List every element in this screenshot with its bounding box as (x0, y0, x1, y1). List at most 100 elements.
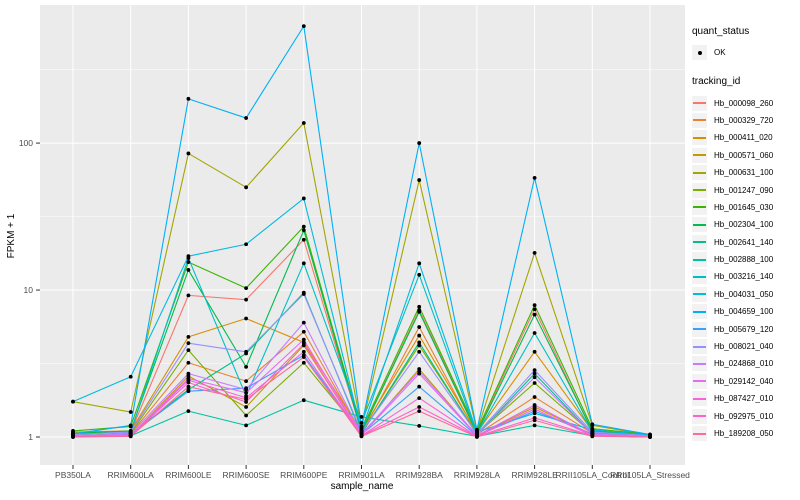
legend-item-Hb_092975_010: Hb_092975_010 (692, 407, 798, 424)
legend-item-label: Hb_004659_100 (714, 307, 774, 317)
ok-point-icon (697, 50, 702, 55)
data-point (532, 381, 537, 385)
data-point (71, 399, 75, 404)
data-point (301, 237, 306, 242)
x-axis-title: sample_name (331, 481, 394, 492)
legend-item-label: Hb_000631_100 (714, 168, 774, 178)
legend-color-line (693, 397, 706, 400)
data-point (417, 333, 422, 338)
legend-key-box (692, 130, 707, 146)
legend-key-box (692, 217, 707, 233)
data-point (186, 360, 191, 365)
data-point (532, 312, 537, 317)
legend-item-label: Hb_004031_050 (714, 289, 774, 299)
data-point (186, 254, 191, 259)
legend-item-label: Hb_002304_100 (714, 220, 774, 230)
x-tick-label: RRIM928BA (396, 470, 444, 480)
data-point (244, 185, 249, 190)
legend-item-Hb_005679_120: Hb_005679_120 (692, 320, 798, 337)
data-point (417, 396, 422, 400)
data-point (186, 384, 191, 389)
plot-panel (40, 5, 685, 465)
legend-color-line (693, 275, 706, 278)
legend-item-label: Hb_000098_260 (714, 98, 774, 108)
data-point (244, 116, 249, 120)
data-point (532, 368, 537, 373)
legend-item-Hb_029142_040: Hb_029142_040 (692, 373, 798, 390)
data-point (301, 320, 306, 325)
data-point (71, 435, 75, 439)
data-point (301, 342, 306, 346)
data-point (301, 228, 306, 233)
legend-key-box (692, 373, 707, 389)
legend-item-Hb_004031_050: Hb_004031_050 (692, 286, 798, 303)
data-point (532, 407, 537, 411)
legend-color-line (693, 189, 706, 192)
data-point (532, 349, 537, 354)
data-point (648, 435, 652, 439)
data-point (532, 250, 537, 255)
data-point (590, 434, 595, 439)
data-point (417, 371, 422, 376)
data-point (532, 175, 537, 180)
data-point (244, 349, 249, 354)
data-point (475, 435, 479, 439)
data-point (475, 427, 479, 432)
data-point (417, 304, 422, 309)
legend-color-line (693, 154, 706, 157)
legend-key-box (692, 269, 707, 285)
data-point (532, 423, 537, 428)
legend-item-label: Hb_002641_140 (714, 237, 774, 247)
data-point (417, 405, 422, 409)
data-point (244, 397, 249, 402)
legend-color-line (693, 380, 706, 383)
legend-key-box (692, 321, 707, 337)
legend-color-line (693, 258, 706, 261)
legend-item-label: Hb_002888_100 (714, 255, 774, 265)
data-point (301, 261, 306, 266)
data-point (186, 151, 191, 156)
legend-item-Hb_002641_140: Hb_002641_140 (692, 234, 798, 251)
data-point (301, 398, 306, 403)
legend-item-label: Hb_087427_010 (714, 394, 774, 404)
data-points (71, 24, 652, 439)
data-point (301, 360, 306, 365)
legend-color-line (693, 171, 706, 174)
data-point (532, 307, 537, 312)
data-point (244, 297, 249, 302)
legend-color-line (693, 328, 706, 331)
legend-key-box (692, 147, 707, 163)
legend-color-line (693, 206, 706, 209)
legend-color-line (693, 293, 706, 296)
legend-color-line (693, 102, 706, 105)
legend-color-line (693, 223, 706, 226)
data-point (301, 224, 306, 229)
x-tick-label: RRIM928LA (454, 470, 501, 480)
data-point (186, 334, 191, 339)
legend-item-label: Hb_008021_040 (714, 342, 774, 352)
y-axis-title: FPKM + 1 (6, 213, 17, 258)
data-point (186, 389, 191, 394)
legend-key-box (692, 112, 707, 128)
legend-color-line (693, 119, 706, 122)
legend-item-label: Hb_092975_010 (714, 411, 774, 421)
data-point (186, 268, 191, 272)
legend-item-Hb_189208_050: Hb_189208_050 (692, 425, 798, 442)
data-point (186, 293, 191, 298)
legend-item-label: OK (714, 48, 726, 58)
data-point (244, 364, 249, 369)
x-tick-label: RRIM600PE (280, 470, 328, 480)
data-point (359, 420, 364, 425)
data-point (417, 340, 422, 345)
data-point (244, 390, 249, 395)
data-point (359, 415, 364, 419)
x-tick-label: RRIM600LE (165, 470, 212, 480)
legend-key-box (692, 95, 707, 111)
data-point (417, 409, 422, 414)
legend-item-label: Hb_189208_050 (714, 429, 774, 438)
x-tick-label: RRIM928LE (511, 470, 558, 480)
legend-item-Hb_001645_030: Hb_001645_030 (692, 199, 798, 216)
data-point (532, 403, 537, 407)
legend-key-box (692, 391, 707, 407)
